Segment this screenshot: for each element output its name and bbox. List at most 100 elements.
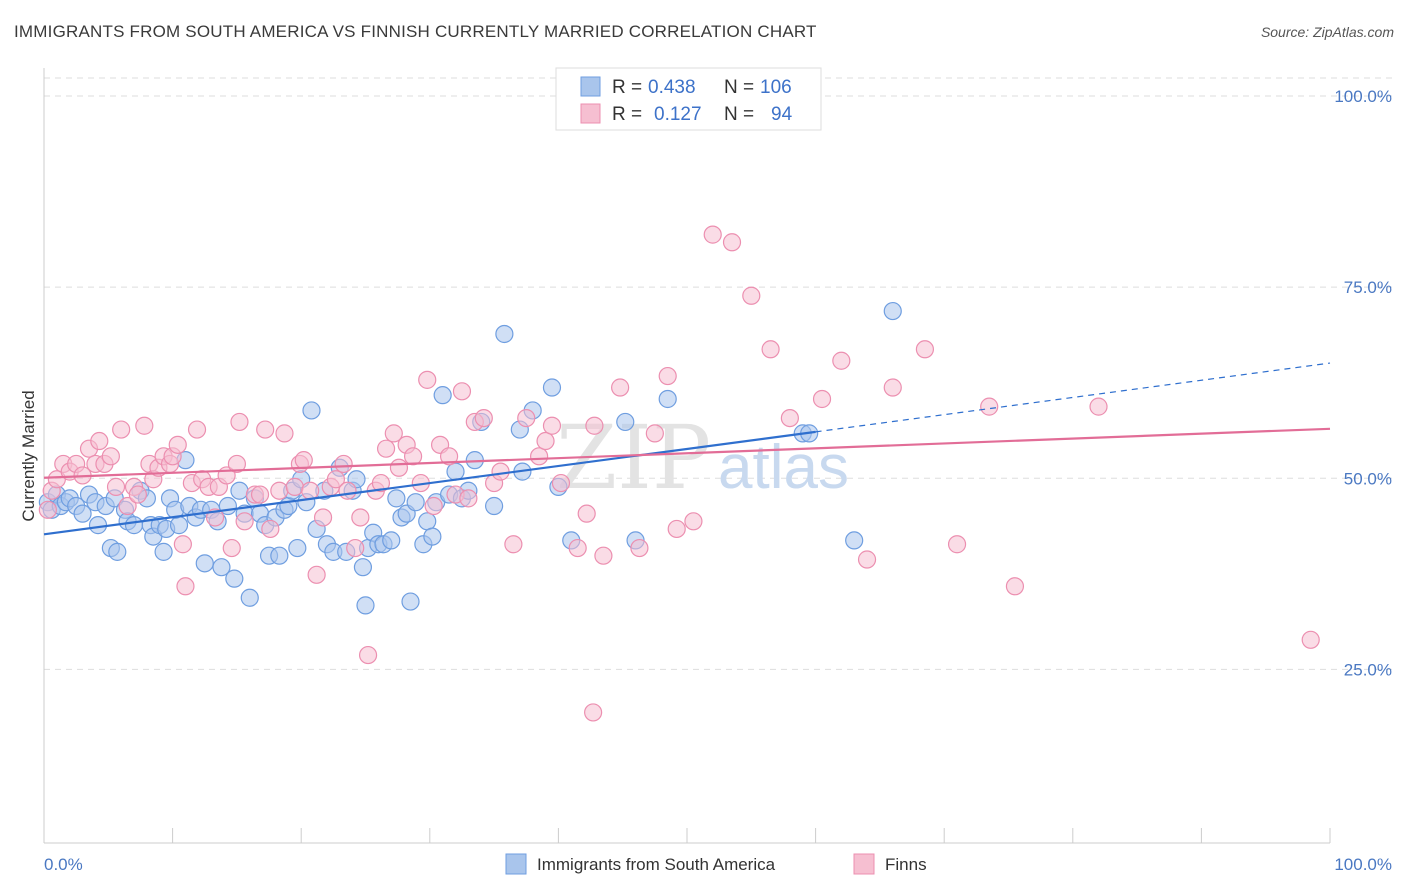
point-immigrants <box>542 378 562 397</box>
point-finns <box>270 481 289 500</box>
point-finns <box>761 340 780 359</box>
point-finns <box>256 420 275 439</box>
y-tick-label: 100.0% <box>1334 87 1392 106</box>
point-finns <box>439 447 459 466</box>
point-finns <box>235 512 254 531</box>
point-finns <box>504 535 523 554</box>
point-finns <box>536 431 555 451</box>
y-tick-label: 25.0% <box>1344 660 1392 679</box>
point-immigrants <box>423 527 442 546</box>
legend-swatch-immigrants <box>505 853 527 875</box>
point-finns <box>250 485 270 504</box>
trend-line-immigrants <box>43 430 816 536</box>
point-finns <box>577 504 596 523</box>
point-immigrants <box>382 531 401 550</box>
y-tick-label: 50.0% <box>1344 469 1392 488</box>
point-finns <box>227 454 246 474</box>
point-finns <box>112 420 131 439</box>
point-immigrants <box>495 324 514 344</box>
point-finns <box>176 577 195 596</box>
point-finns <box>703 225 722 244</box>
point-immigrants <box>883 301 902 321</box>
point-finns <box>389 458 409 477</box>
point-immigrants <box>658 389 677 409</box>
point-finns <box>542 416 562 435</box>
point-finns <box>275 424 294 443</box>
point-immigrants <box>169 516 189 535</box>
point-immigrants <box>485 496 504 516</box>
point-finns <box>585 416 604 435</box>
trend-line-immigrants-extension <box>815 362 1331 433</box>
point-finns <box>187 420 207 439</box>
point-finns <box>1089 397 1108 416</box>
point-finns <box>418 370 437 389</box>
point-immigrants <box>302 401 321 420</box>
point-finns <box>780 408 799 428</box>
series-finns-points <box>38 225 1320 722</box>
point-finns <box>358 645 378 665</box>
trend-lines <box>43 362 1331 536</box>
point-finns <box>38 500 57 519</box>
point-finns <box>294 451 313 470</box>
point-immigrants <box>154 542 173 561</box>
point-finns <box>517 408 536 428</box>
point-finns <box>452 382 472 401</box>
point-finns <box>106 477 126 496</box>
point-finns <box>338 481 357 500</box>
point-finns <box>173 535 192 554</box>
point-finns <box>742 286 761 305</box>
point-immigrants <box>73 504 92 523</box>
point-finns <box>594 546 613 565</box>
point-finns <box>947 535 967 554</box>
point-immigrants <box>433 386 452 405</box>
point-immigrants <box>124 516 144 535</box>
point-finns <box>459 489 478 508</box>
point-immigrants <box>353 558 373 577</box>
point-immigrants <box>225 569 244 588</box>
point-finns <box>611 378 630 397</box>
axes <box>43 68 1331 844</box>
point-finns <box>371 473 391 493</box>
x-tick-label-min: 0.0% <box>44 855 83 874</box>
point-immigrants <box>406 493 425 512</box>
point-finns <box>1005 577 1025 596</box>
gridlines <box>44 77 1392 670</box>
point-finns <box>285 477 304 496</box>
y-tick-label: 75.0% <box>1344 278 1392 297</box>
point-finns <box>376 439 396 458</box>
x-tick-label-max: 100.0% <box>1334 855 1392 874</box>
point-finns <box>351 508 370 527</box>
point-finns <box>334 454 353 474</box>
point-finns <box>301 481 320 500</box>
watermark-atlas: atlas <box>718 433 849 502</box>
point-finns <box>118 496 137 516</box>
point-finns <box>915 340 935 359</box>
point-immigrants <box>230 481 249 500</box>
point-finns <box>168 435 187 454</box>
point-immigrants <box>446 462 465 481</box>
point-immigrants <box>240 588 259 607</box>
point-finns <box>630 538 649 558</box>
point-finns <box>313 508 333 527</box>
point-finns <box>667 519 686 539</box>
point-finns <box>384 424 403 443</box>
point-immigrants <box>616 412 635 432</box>
point-immigrants <box>88 516 108 535</box>
point-immigrants <box>195 554 214 573</box>
point-finns <box>230 412 249 432</box>
point-immigrants <box>401 592 420 611</box>
source-note: Source: ZipAtlas.com <box>1260 24 1394 40</box>
point-finns <box>658 366 677 386</box>
point-immigrants <box>270 546 289 565</box>
stats-n-value-pink: 94 <box>771 104 793 125</box>
point-finns <box>684 512 703 531</box>
point-finns <box>883 378 902 397</box>
point-finns <box>1301 630 1320 649</box>
stats-r-label-pink: R = <box>612 104 642 125</box>
legend: Immigrants from South America Finns <box>505 853 927 875</box>
legend-swatch-finns <box>853 853 875 875</box>
point-finns <box>645 424 664 443</box>
point-finns <box>530 447 549 466</box>
point-finns <box>474 408 493 428</box>
